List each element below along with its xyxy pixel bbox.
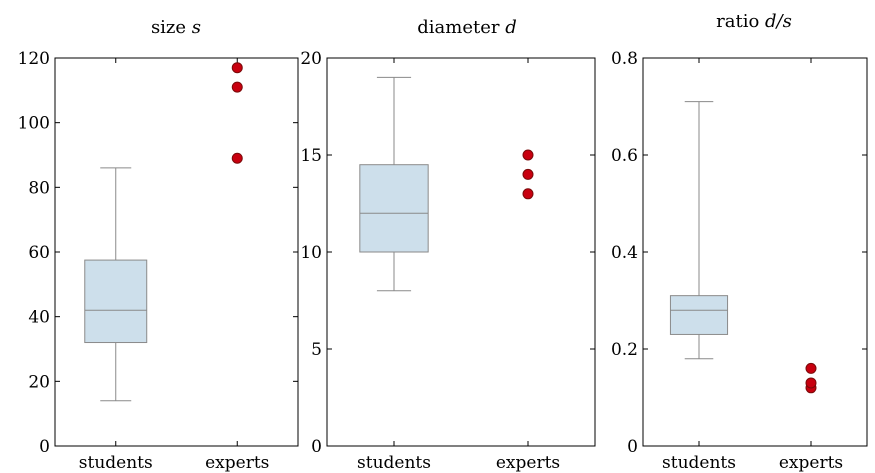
plot-frame (642, 57, 868, 447)
y-tick-label: 5 (311, 340, 322, 360)
y-tick-label: 60 (28, 243, 50, 263)
panel-title: size s (151, 17, 201, 38)
panel-title: ratio d/s (716, 11, 792, 32)
outlier-point (805, 362, 817, 374)
y-tick-label: 0.6 (611, 146, 638, 166)
y-tick-label: 10 (300, 243, 322, 263)
y-tick-label: 20 (28, 372, 50, 392)
outlier-point (522, 188, 534, 200)
x-category-label: students (662, 453, 736, 473)
panel-title-variable: d (505, 17, 517, 38)
y-tick-label: 80 (28, 178, 50, 198)
box-iqr (669, 295, 729, 335)
panel-title-text: diameter (417, 17, 505, 38)
x-category-label: experts (779, 453, 843, 473)
x-category-label: experts (205, 453, 269, 473)
chart-panel-2: diameter d 0 5 10 15 20 students experts (300, 17, 596, 473)
y-tick-label: 20 (300, 49, 322, 69)
box-iqr (84, 259, 148, 344)
panel-title: diameter d (417, 17, 516, 38)
panel-title-variable: s (192, 17, 201, 38)
chart-panel-3: ratio d/s 0 0.2 0.4 0.6 0.8 students experts (611, 11, 868, 473)
panel-title-text: size (151, 17, 192, 38)
y-tick-label: 100 (18, 114, 50, 134)
y-tick-label: 0 (627, 437, 638, 457)
y-tick-label: 120 (18, 49, 50, 69)
outlier-point (522, 168, 534, 180)
x-category-label: students (357, 453, 431, 473)
outlier-point (231, 152, 243, 164)
y-tick-label: 40 (28, 308, 50, 328)
y-tick-label: 0.8 (611, 49, 638, 69)
box-iqr (359, 164, 429, 253)
outlier-point (522, 149, 534, 161)
outlier-point (231, 81, 243, 93)
y-tick-label: 0 (311, 437, 322, 457)
panel-title-text: ratio (716, 11, 765, 32)
x-category-label: students (79, 453, 153, 473)
panel-title-variable: d/s (765, 11, 792, 32)
outlier-point (231, 62, 243, 74)
y-tick-label: 0 (39, 437, 50, 457)
chart-panel-1: size s 0 20 40 60 80 100 120 students experts (18, 17, 299, 473)
y-tick-label: 15 (300, 146, 322, 166)
x-category-label: experts (496, 453, 560, 473)
y-tick-label: 0.4 (611, 243, 638, 263)
outlier-point (805, 377, 817, 389)
plot-frame (54, 57, 299, 447)
y-tick-label: 0.2 (611, 340, 638, 360)
